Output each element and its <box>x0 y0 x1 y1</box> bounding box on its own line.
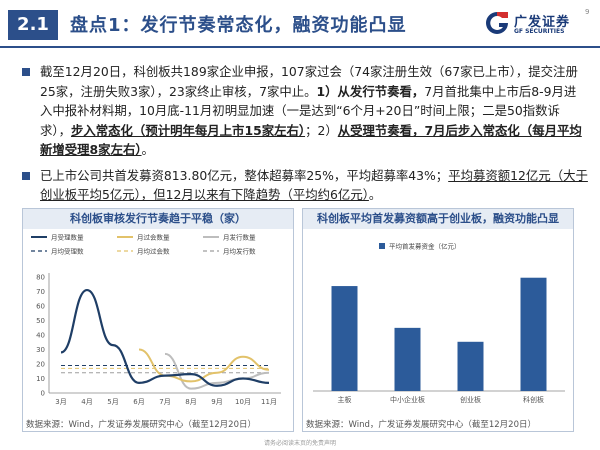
header-divider <box>0 46 600 48</box>
panel-title-left: 科创板审核发行节奏趋于平稳（家） <box>23 209 293 229</box>
legend-label: 月均过会数 <box>137 247 170 256</box>
slide-header: 2.1 盘点1：发行节奏常态化，融资功能凸显 广发证券 GF SECURITIE… <box>0 0 600 44</box>
disclaimer-note: 请务必阅读末页的免责声明 <box>263 440 336 447</box>
series-line <box>164 352 270 390</box>
x-tick-label: 7月 <box>159 398 170 406</box>
logo-text-en: GF SECURITIES <box>514 28 565 35</box>
bullet-square-icon <box>22 171 30 180</box>
x-tick-label: 主板 <box>338 395 352 404</box>
legend-label: 平均首发募资金（亿元） <box>389 242 461 251</box>
x-tick-label: 5月 <box>107 398 118 406</box>
bar <box>331 286 358 391</box>
bullet-text: 截至12月20日，科创板共189家企业申报，107家过会（74家注册生效（67家… <box>40 64 582 157</box>
legend-swatch <box>379 243 385 249</box>
slide-title: 盘点1：发行节奏常态化，融资功能凸显 <box>70 15 407 36</box>
x-tick-label: 8月 <box>185 398 196 406</box>
bullet-segment: 7月首批集中上市后8-9月进入中报补材料期，10月底-11月初明显加速（一是达到… <box>40 83 577 138</box>
bullet-segment: 。 <box>141 142 154 157</box>
series-line <box>60 288 270 387</box>
x-tick-label: 9月 <box>211 398 222 406</box>
approval-rhythm-panel: 科创板审核发行节奏趋于平稳（家） 月受理数量 月过会数量 月发行数量月均受理数 月均过… <box>22 208 294 432</box>
legend-label: 月均发行数 <box>223 247 256 256</box>
bullet-text: 已上市公司共首发募资813.80亿元，整体超募率25%，平均超募率43%；平均募… <box>40 168 588 203</box>
section-number: 2.1 <box>8 10 58 40</box>
bar <box>394 327 421 391</box>
bullet-segment: ；2） <box>305 122 338 138</box>
bar <box>520 277 547 391</box>
bullet-item: 已上市公司共首发募资813.80亿元，整体超募率25%，平均超募率43%；平均募… <box>16 166 588 205</box>
legend-label: 月均受理数 <box>51 247 84 256</box>
bullet-square-icon <box>22 68 30 76</box>
legend-label: 月过会数量 <box>137 233 170 242</box>
bullet-segment: 步入常态化（预计明年每月上市15家左右） <box>70 122 306 138</box>
gf-logo-icon <box>486 12 508 34</box>
bar <box>457 341 484 391</box>
y-tick-label: 40 <box>36 332 45 340</box>
y-tick-label: 60 <box>36 303 45 311</box>
bullet-segment: 平均募资额12亿元（大于创业板平均5亿元），但12月以来有下降趋势（平均约6亿元… <box>40 167 588 203</box>
bullet-segment: 。 <box>368 187 382 202</box>
bullet-item: 截至12月20日，科创板共189家企业申报，107家过会（74家注册生效（67家… <box>16 62 588 160</box>
y-tick-label: 70 <box>36 288 45 296</box>
x-tick-label: 10月 <box>235 398 251 406</box>
x-tick-label: 科创板 <box>523 395 544 404</box>
x-tick-label: 中小企业板 <box>390 395 425 404</box>
y-tick-label: 80 <box>36 274 45 282</box>
x-tick-label: 创业板 <box>460 395 481 404</box>
source-note-left: 数据来源：Wind，广发证券发展研究中心（截至12月20日） <box>26 420 256 430</box>
y-tick-label: 30 <box>36 346 45 354</box>
avg-fundraising-bar-chart: 平均首发募资金（亿元） 主板 中小企业板 创业板 科创板 <box>313 242 565 404</box>
page-number: 9 <box>585 8 590 16</box>
x-tick-label: 6月 <box>133 398 144 406</box>
bullet-segment: 1）从发行节奏看， <box>316 83 425 99</box>
bullet-segment: 从受理节奏看，7月后步入常态化（每月平均新增受理8家左右） <box>40 122 582 158</box>
legend-label: 月受理数量 <box>51 233 84 242</box>
y-tick-label: 0 <box>41 390 45 398</box>
logo-text-cn: 广发证券 <box>514 15 571 30</box>
x-tick-label: 3月 <box>55 398 66 406</box>
legend-label: 月发行数量 <box>223 233 256 242</box>
bullet-segment: 已上市公司共首发募资813.80亿元，整体超募率25%，平均超募率43%； <box>40 167 449 183</box>
gf-logo: 广发证券 GF SECURITIES <box>484 8 580 40</box>
y-tick-label: 20 <box>36 361 45 369</box>
y-tick-label: 10 <box>36 375 45 383</box>
bullet-list: 截至12月20日，科创板共189家企业申报，107家过会（74家注册生效（67家… <box>16 62 588 205</box>
x-tick-label: 4月 <box>81 398 92 406</box>
source-note-right: 数据来源：Wind，广发证券发展研究中心（截至12月20日） <box>306 420 536 430</box>
bullet-segment: 截至12月20日，科创板共189家企业申报，107家过会（74家注册生效（67家… <box>40 64 578 99</box>
fundraising-panel: 科创板平均首发募资额高于创业板，融资功能凸显 平均首发募资金（亿元） 主板 中小企业… <box>302 208 574 432</box>
panel-title-right: 科创板平均首发募资额高于创业板，融资功能凸显 <box>303 209 573 229</box>
x-tick-label: 11月 <box>261 398 277 406</box>
y-tick-label: 50 <box>36 317 45 325</box>
